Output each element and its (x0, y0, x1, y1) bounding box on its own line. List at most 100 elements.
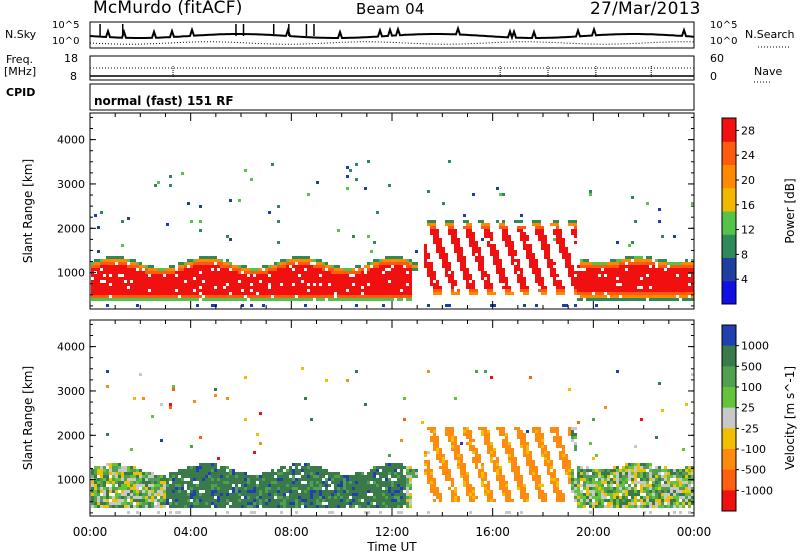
heatmap-cell (241, 502, 244, 505)
heatmap-cell (214, 469, 217, 472)
heatmap-cell (211, 298, 214, 301)
heatmap-cell (466, 478, 469, 481)
heatmap-cell (646, 496, 649, 499)
heatmap-cell (631, 241, 634, 244)
heatmap-cell (169, 511, 172, 514)
heatmap-cell (607, 274, 610, 277)
heatmap-cell (313, 490, 316, 493)
heatmap-cell (358, 298, 361, 301)
heatmap-cell (223, 484, 226, 487)
heatmap-cell (184, 469, 187, 472)
heatmap-cell (106, 463, 109, 466)
heatmap-cell (676, 262, 679, 265)
heatmap-cell (460, 442, 463, 445)
heatmap-cell (568, 220, 571, 223)
heatmap-cell (475, 496, 478, 499)
heatmap-cell (103, 283, 106, 286)
heatmap-cell (277, 277, 280, 280)
heatmap-cell (676, 289, 679, 292)
heatmap-cell (685, 472, 688, 475)
heatmap-cell (673, 502, 676, 505)
heatmap-cell (490, 253, 493, 256)
heatmap-cell (577, 265, 580, 268)
heatmap-cell (124, 490, 127, 493)
heatmap-cell (517, 274, 520, 277)
heatmap-cell (238, 496, 241, 499)
heatmap-cell (139, 478, 142, 481)
heatmap-cell (457, 445, 460, 448)
heatmap-cell (310, 496, 313, 499)
heatmap-cell (472, 283, 475, 286)
heatmap-cell (376, 211, 379, 214)
heatmap-cell (658, 487, 661, 490)
heatmap-cell (262, 493, 265, 496)
heatmap-cell (505, 229, 508, 232)
heatmap-cell (91, 490, 94, 493)
heatmap-cell (223, 472, 226, 475)
heatmap-cell (553, 280, 556, 283)
heatmap-cell (142, 472, 145, 475)
heatmap-cell (121, 265, 124, 268)
heatmap-cell (199, 265, 202, 268)
heatmap-cell (202, 469, 205, 472)
heatmap-cell (679, 487, 682, 490)
heatmap-cell (256, 268, 259, 271)
heatmap-cell (622, 487, 625, 490)
heatmap-cell (151, 490, 154, 493)
heatmap-cell (337, 289, 340, 292)
heatmap-cell (280, 475, 283, 478)
heatmap-cell (673, 487, 676, 490)
heatmap-cell (172, 298, 175, 301)
heatmap-cell (346, 166, 349, 169)
heatmap-cell (106, 298, 109, 301)
heatmap-cell (478, 250, 481, 253)
heatmap-cell (652, 271, 655, 274)
heatmap-cell (187, 496, 190, 499)
heatmap-cell (403, 475, 406, 478)
heatmap-cell (172, 280, 175, 283)
heatmap-cell (526, 244, 529, 247)
heatmap-cell (244, 502, 247, 505)
heatmap-cell (292, 256, 295, 259)
heatmap-cell (400, 262, 403, 265)
heatmap-cell (304, 475, 307, 478)
heatmap-cell (613, 496, 616, 499)
heatmap-cell (367, 511, 370, 514)
heatmap-cell (409, 469, 412, 472)
heatmap-cell (562, 463, 565, 466)
heatmap-cell (202, 286, 205, 289)
heatmap-cell (121, 286, 124, 289)
heatmap-cell (346, 175, 349, 178)
heatmap-cell (487, 499, 490, 502)
heatmap-cell (382, 502, 385, 505)
heatmap-cell (577, 499, 580, 502)
heatmap-cell (376, 481, 379, 484)
heatmap-cell (499, 262, 502, 265)
heatmap-cell (634, 493, 637, 496)
heatmap-cell (472, 499, 475, 502)
heatmap-cell (268, 271, 271, 274)
heatmap-cell (355, 292, 358, 295)
heatmap-cell (430, 478, 433, 481)
heatmap-cell (559, 289, 562, 292)
heatmap-cell (349, 475, 352, 478)
frame-layer (89, 21, 790, 517)
heatmap-cell (520, 484, 523, 487)
heatmap-cell (100, 211, 103, 214)
heatmap-cell (466, 268, 469, 271)
heatmap-cell (397, 283, 400, 286)
heatmap-cell (427, 460, 430, 463)
heatmap-cell (139, 490, 142, 493)
heatmap-cell (643, 286, 646, 289)
heatmap-cell (235, 472, 238, 475)
heatmap-cell (538, 433, 541, 436)
heatmap-cell (283, 277, 286, 280)
heatmap-cell (115, 493, 118, 496)
heatmap-cell (148, 493, 151, 496)
heatmap-cell (166, 496, 169, 499)
heatmap-cell (640, 289, 643, 292)
heatmap-cell (610, 472, 613, 475)
heatmap-cell (583, 265, 586, 268)
heatmap-cell (313, 502, 316, 505)
heatmap-cell (127, 511, 130, 514)
